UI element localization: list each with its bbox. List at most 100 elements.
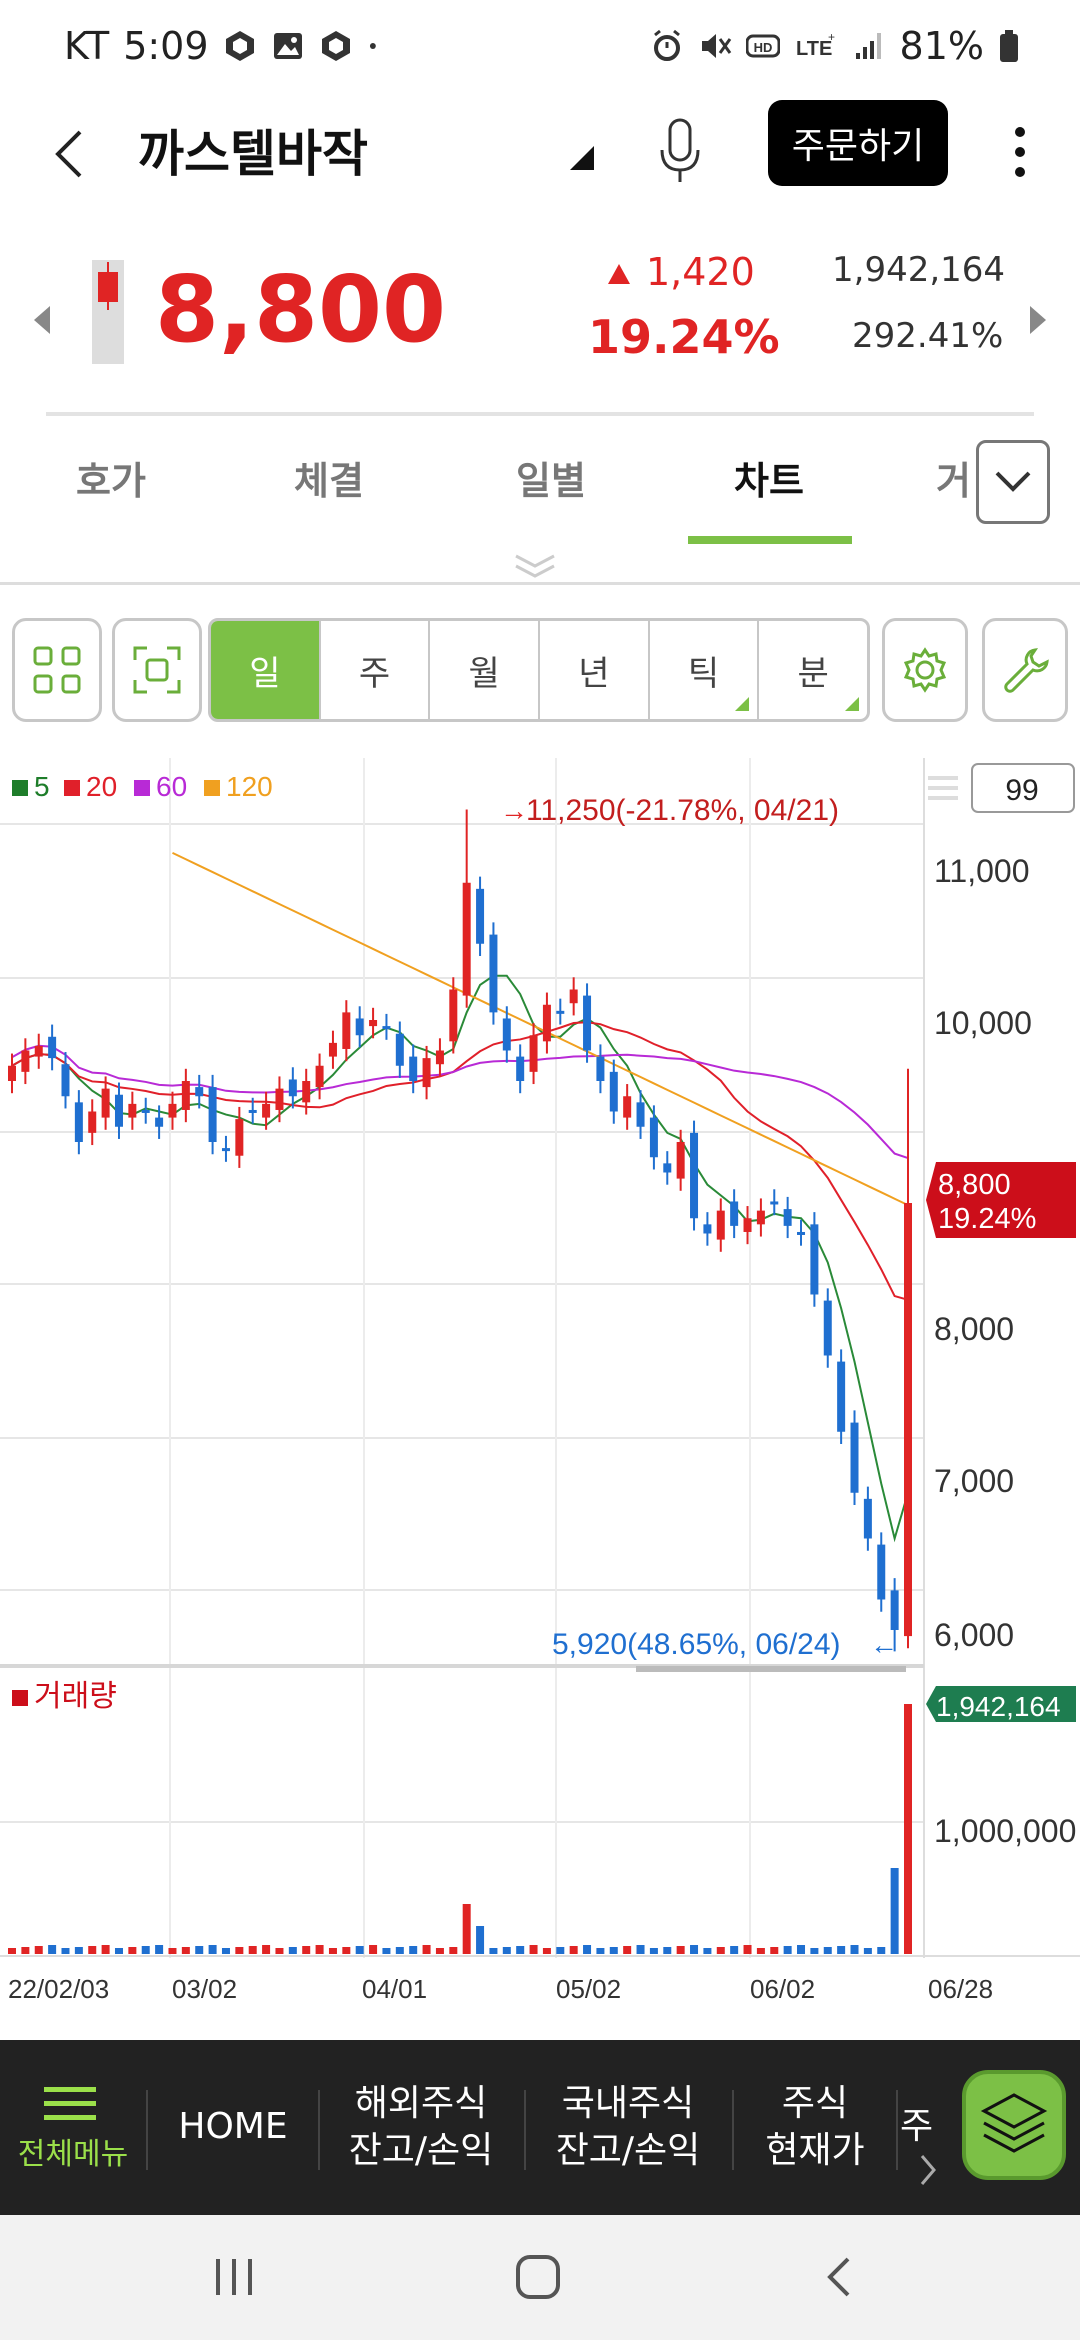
layers-fab-button[interactable] <box>962 2070 1066 2180</box>
price-panel: 8,800 1,420 19.24% 1,942,164 292.41% <box>0 230 1080 420</box>
candle-body <box>810 1224 819 1295</box>
candle-body <box>797 1231 806 1235</box>
ma20-line <box>11 1021 909 1301</box>
recent-apps-icon[interactable] <box>212 2253 256 2301</box>
period-month-button[interactable]: 월 <box>428 621 538 719</box>
fullscreen-button[interactable] <box>112 618 202 722</box>
ma5-line <box>11 974 909 1543</box>
ma60-line <box>11 1044 909 1160</box>
nav-scroll-right-icon[interactable] <box>916 2150 940 2190</box>
period-day-button[interactable]: 일 <box>211 621 319 719</box>
nav-domestic-balance[interactable]: 국내주식 잔고/손익 <box>528 2040 728 2215</box>
volume-bar <box>516 1946 525 1954</box>
stock-chart[interactable]: 5 20 60 120 99 → 11,250(-21.78%, 04/21) … <box>0 758 1080 2028</box>
candle-body <box>703 1224 712 1234</box>
date-tick: 03/02 <box>172 1974 237 2004</box>
chart-canvas[interactable]: 5 20 60 120 99 → 11,250(-21.78%, 04/21) … <box>0 758 1080 2028</box>
candle-body <box>422 1058 431 1088</box>
chart-menu-icon[interactable] <box>928 776 958 800</box>
nav-partial-item[interactable]: 주 <box>900 2040 950 2215</box>
tab-expand-button[interactable] <box>976 440 1050 524</box>
prev-stock-arrow-icon[interactable] <box>30 300 54 340</box>
nav-stock-price[interactable]: 주식 현재가 <box>736 2040 894 2215</box>
hamburger-icon <box>44 2087 96 2120</box>
period-tick-button[interactable]: 틱 <box>647 621 758 719</box>
period-day-label: 일 <box>249 653 281 694</box>
candle-body <box>609 1071 618 1112</box>
dropdown-triangle-icon[interactable] <box>566 142 598 174</box>
candle-body <box>155 1117 164 1127</box>
nav-overseas-balance[interactable]: 해외주식 잔고/손익 <box>322 2040 520 2215</box>
stock-name-title[interactable]: 까스텔바작 <box>138 125 368 183</box>
volume-bar <box>262 1945 271 1954</box>
candle-body <box>8 1065 16 1081</box>
up-triangle-icon <box>608 264 630 284</box>
volume-bar <box>449 1947 458 1954</box>
candle-body <box>756 1210 765 1225</box>
low-arrow-icon: ← <box>870 1629 898 1660</box>
high-arrow-icon: → <box>500 795 528 826</box>
lte-icon: LTE+ <box>796 30 835 60</box>
volume-bar <box>422 1945 431 1954</box>
panel-divider[interactable] <box>0 1664 924 1668</box>
order-button[interactable]: 주문하기 <box>768 100 948 186</box>
ma-legend: 5 20 60 120 <box>12 771 273 802</box>
tab-hoga[interactable]: 호가 <box>76 459 146 503</box>
tab-chart[interactable]: 차트 <box>734 459 804 503</box>
tab-partial[interactable]: 거 <box>936 459 971 503</box>
chart-scrollbar[interactable] <box>636 1666 906 1672</box>
layers-icon <box>980 2093 1048 2153</box>
chart-tools-button[interactable] <box>982 618 1068 722</box>
volume-bar <box>48 1945 57 1954</box>
volume-bar <box>168 1948 177 1954</box>
hd-icon: HD <box>745 34 780 58</box>
layout-grid-button[interactable] <box>12 618 102 722</box>
volume-bar <box>676 1946 685 1954</box>
nav-domestic-line2: 잔고/손익 <box>555 2129 701 2171</box>
candle-body <box>716 1210 725 1240</box>
period-week-button[interactable]: 주 <box>318 621 429 719</box>
volume-bar <box>221 1948 230 1954</box>
nav-home[interactable]: HOME <box>150 2040 316 2215</box>
candle-body <box>288 1079 297 1097</box>
period-year-button[interactable]: 년 <box>538 621 648 719</box>
legend-swatch-ma5 <box>12 780 28 796</box>
status-bar: KT 5:09 HD LTE + 81% <box>0 0 1080 90</box>
legend-ma120: 120 <box>226 771 273 802</box>
back-arrow-icon[interactable] <box>40 114 100 194</box>
candle-body <box>382 1026 391 1030</box>
all-menu-button[interactable]: 전체메뉴 <box>0 2040 146 2215</box>
volume-bar <box>248 1946 257 1954</box>
price-tick: 11,000 <box>934 853 1030 889</box>
nav-stock-line1: 주식 <box>781 2082 849 2124</box>
volume-bar <box>34 1946 43 1954</box>
volume-bar <box>382 1948 391 1954</box>
candle-body <box>743 1218 752 1232</box>
more-vertical-icon[interactable] <box>1000 112 1040 192</box>
candle-body <box>583 995 592 1051</box>
volume-bar <box>783 1946 792 1954</box>
candle-body <box>462 882 471 996</box>
period-minute-button[interactable]: 분 <box>757 621 867 719</box>
tab-execution[interactable]: 체결 <box>294 459 364 503</box>
volume-bar <box>810 1948 819 1954</box>
chart-settings-button[interactable] <box>882 618 968 722</box>
volume-bar <box>128 1947 137 1954</box>
date-tick: 06/28 <box>928 1974 993 2004</box>
count-box[interactable] <box>971 763 1075 813</box>
home-icon[interactable] <box>514 2253 562 2301</box>
microphone-icon[interactable] <box>650 110 710 190</box>
volume-bar <box>569 1946 578 1954</box>
candle-body <box>449 989 458 1042</box>
period-week-label: 주 <box>358 653 391 694</box>
tab-bar: 호가 체결 일별 차트 거 <box>0 430 1080 578</box>
volume-bar <box>114 1948 123 1954</box>
volume-bar <box>101 1945 110 1954</box>
collapse-chevron-icon[interactable] <box>510 550 560 580</box>
candle-body <box>74 1102 83 1142</box>
system-back-icon[interactable] <box>820 2253 860 2301</box>
candle-body <box>516 1056 525 1081</box>
price-tick: 8,000 <box>934 1311 1014 1347</box>
next-stock-arrow-icon[interactable] <box>1026 300 1050 340</box>
tab-daily[interactable]: 일별 <box>516 459 586 503</box>
